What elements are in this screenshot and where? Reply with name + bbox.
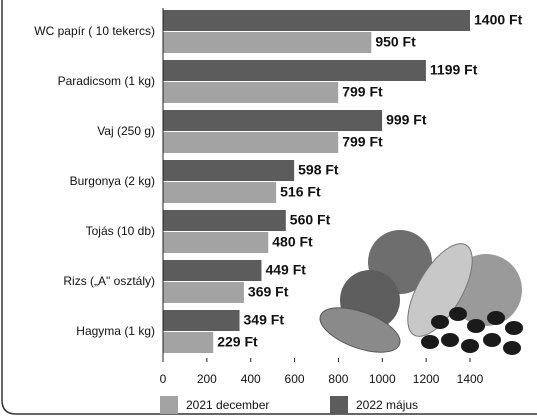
x-tick-label: 1000 [369,372,396,386]
x-tick-label: 800 [328,372,348,386]
y-tick-label: Burgonya (2 kg) [70,174,155,188]
value-label: 999 Ft [386,112,427,128]
value-label: 1400 Ft [474,12,523,28]
value-label: 1199 Ft [430,62,478,78]
y-tick-label: Vaj (250 g) [97,124,155,138]
y-tick-label: Paradicsom (1 kg) [58,74,155,88]
value-label: 480 Ft [272,234,313,250]
x-tick-label: 200 [197,372,217,386]
value-label: 516 Ft [280,184,321,200]
legend-swatch [160,396,178,414]
value-label: 799 Ft [342,134,383,150]
y-tick-label: WC papír ( 10 tekercs) [34,24,155,38]
bar [163,60,426,81]
value-label: 349 Ft [244,312,285,328]
vegetables-illustration [319,230,523,355]
bar [163,232,269,253]
value-label: 598 Ft [298,162,339,178]
bar [163,282,244,303]
legend-label: 2022 május [356,398,418,412]
y-tick-label: Hagyma (1 kg) [76,324,155,338]
bar [163,260,262,281]
x-tick-label: 600 [285,372,305,386]
x-tick-label: 400 [241,372,261,386]
x-tick-label: 0 [160,372,167,386]
bar [163,210,286,231]
bar [163,110,383,131]
value-label: 799 Ft [342,84,383,100]
bar [163,32,372,53]
bar [163,10,470,31]
x-tick-label: 1200 [413,372,440,386]
x-tick-label: 1400 [457,372,484,386]
bar [163,82,339,103]
value-label: 369 Ft [248,284,289,300]
value-label: 449 Ft [265,262,306,278]
legend-label: 2021 december [186,398,269,412]
value-label: 560 Ft [290,212,331,228]
y-tick-label: Tojás (10 db) [86,224,155,238]
value-label: 950 Ft [375,34,416,50]
value-label: 229 Ft [217,334,258,350]
bar [163,182,277,203]
bar [163,332,214,353]
bar [163,132,339,153]
bar [163,160,295,181]
y-tick-label: Rizs („A" osztály) [63,274,155,288]
bar [163,310,240,331]
legend-swatch [330,396,348,414]
